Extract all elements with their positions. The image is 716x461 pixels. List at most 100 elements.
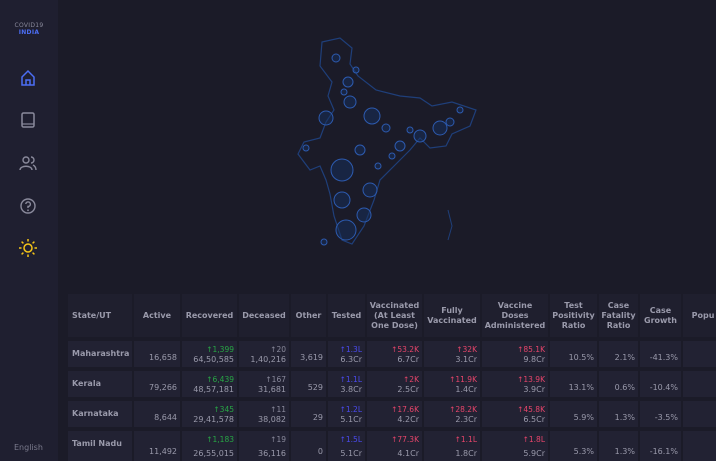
delta: ↑11 [270, 405, 286, 414]
cell-value: 0.6% [614, 383, 635, 392]
table-cell: ↑85.1K 9.8Cr [482, 341, 548, 367]
cell-value: 48,57,181 [193, 385, 234, 394]
cell-value: 0 [317, 447, 323, 456]
delta: ↑1.5L [339, 435, 362, 444]
delta: ↑6,439 [206, 375, 234, 384]
cell-value: 36,116 [258, 449, 286, 458]
delta: ↑28.2K [449, 405, 477, 414]
state-name: Kerala [68, 371, 132, 397]
cell-value: 31,681 [258, 385, 286, 394]
cell-value: -41.3% [649, 353, 678, 362]
delta: ↑85.1K [517, 345, 545, 354]
theme-icon[interactable] [18, 238, 38, 258]
sidebar: COVID19 INDIA English [0, 0, 58, 461]
delta: ↑17.6K [391, 405, 419, 414]
table-cell: ↑1,399 64,50,585 [182, 341, 237, 367]
table-cell: ↑1.3L 6.3Cr [328, 341, 365, 367]
cell-value: 2.3Cr [455, 415, 477, 424]
table-cell: ↑1.2L 5.1Cr [328, 401, 365, 427]
cell-value: 1.3% [614, 413, 635, 422]
table-cell: -10.4% [640, 371, 681, 397]
delta: ↑2K [403, 375, 419, 384]
table-cell: 16,658 [134, 341, 180, 367]
delta: ↑1,399 [206, 345, 234, 354]
cell-value: 2.5Cr [397, 385, 419, 394]
table-cell: ↑13.9K 3.9Cr [482, 371, 548, 397]
delta: ↑20 [270, 345, 286, 354]
table-cell: 2.1% [599, 341, 638, 367]
column-header: State/UT [68, 294, 132, 337]
table-cell: ↑45.8K 6.5Cr [482, 401, 548, 427]
table-cell: 529 [291, 371, 326, 397]
column-header: Popu [683, 294, 716, 337]
cell-value: 5.9% [573, 413, 594, 422]
table-cell: ↑20 1,40,216 [239, 341, 289, 367]
blog-icon[interactable] [18, 110, 38, 130]
column-header: Vaccine Doses Administered [482, 294, 548, 337]
logo-top: COVID19 [14, 22, 44, 29]
column-header: Deceased [239, 294, 289, 337]
column-header: Recovered [182, 294, 237, 337]
delta: ↑32K [456, 345, 477, 354]
cell-value: 13.1% [568, 383, 594, 392]
table-cell: 1.3% [599, 431, 638, 461]
table-cell: ↑77.3K 4.1Cr [367, 431, 422, 461]
table-cell: ↑1,183 26,55,015 [182, 431, 237, 461]
table-cell: ↑11.9K 1.4Cr [424, 371, 480, 397]
cell-value: -10.4% [649, 383, 678, 392]
cell-value: 11,492 [149, 447, 177, 456]
cell-value: 79,266 [149, 383, 177, 392]
cell-value: 3.1Cr [455, 355, 477, 364]
india-map [297, 37, 477, 246]
cell-value: 29 [312, 413, 323, 422]
table-cell: ↑32K 3.1Cr [424, 341, 480, 367]
cell-value: 4.2Cr [397, 415, 419, 424]
delta: ↑53.2K [391, 345, 419, 354]
cell-value: 16,658 [149, 353, 177, 362]
delta: ↑1.1L [454, 435, 477, 444]
table-cell: 5.3% [550, 431, 597, 461]
column-header: Active [134, 294, 180, 337]
delta: ↑45.8K [517, 405, 545, 414]
cell-value: 529 [307, 383, 323, 392]
delta: ↑77.3K [391, 435, 419, 444]
table-cell: ↑11 38,082 [239, 401, 289, 427]
cell-value: 29,41,578 [193, 415, 234, 424]
table-cell: ↑28.2K 2.3Cr [424, 401, 480, 427]
table-cell: -3.5% [640, 401, 681, 427]
table-cell: 1.3% [599, 401, 638, 427]
language-switch[interactable]: English [14, 443, 43, 452]
cell-value: 3.9Cr [523, 385, 545, 394]
table-cell: ↑2K 2.5Cr [367, 371, 422, 397]
column-header: Test Positivity Ratio [550, 294, 597, 337]
cell-value: 6.5Cr [523, 415, 545, 424]
state-name: Maharashtra [68, 341, 132, 367]
delta: ↑13.9K [517, 375, 545, 384]
table-cell: 11,492 [134, 431, 180, 461]
column-header: Case Growth [640, 294, 681, 337]
column-header: Fully Vaccinated [424, 294, 480, 337]
delta: ↑345 [213, 405, 234, 414]
table-cell: 8,644 [134, 401, 180, 427]
table-cell [683, 431, 716, 461]
cell-value: 9.8Cr [523, 355, 545, 364]
cell-value: 2.1% [614, 353, 635, 362]
delta: ↑1.2L [339, 405, 362, 414]
delta: ↑1.1L [339, 375, 362, 384]
table-cell: 3,619 [291, 341, 326, 367]
state-name: Karnataka [68, 401, 132, 427]
about-icon[interactable] [18, 153, 38, 173]
column-header: Tested [328, 294, 365, 337]
table-cell: ↑1.1L 1.8Cr [424, 431, 480, 461]
delta: ↑1.8L [522, 435, 545, 444]
cell-value: 4.1Cr [397, 449, 419, 458]
delta: ↑11.9K [449, 375, 477, 384]
home-icon[interactable] [18, 68, 38, 88]
cell-value: 38,082 [258, 415, 286, 424]
cell-value: 6.7Cr [397, 355, 419, 364]
cell-value: 1.4Cr [455, 385, 477, 394]
delta: ↑19 [270, 435, 286, 444]
faq-icon[interactable] [18, 196, 38, 216]
table-cell: -41.3% [640, 341, 681, 367]
